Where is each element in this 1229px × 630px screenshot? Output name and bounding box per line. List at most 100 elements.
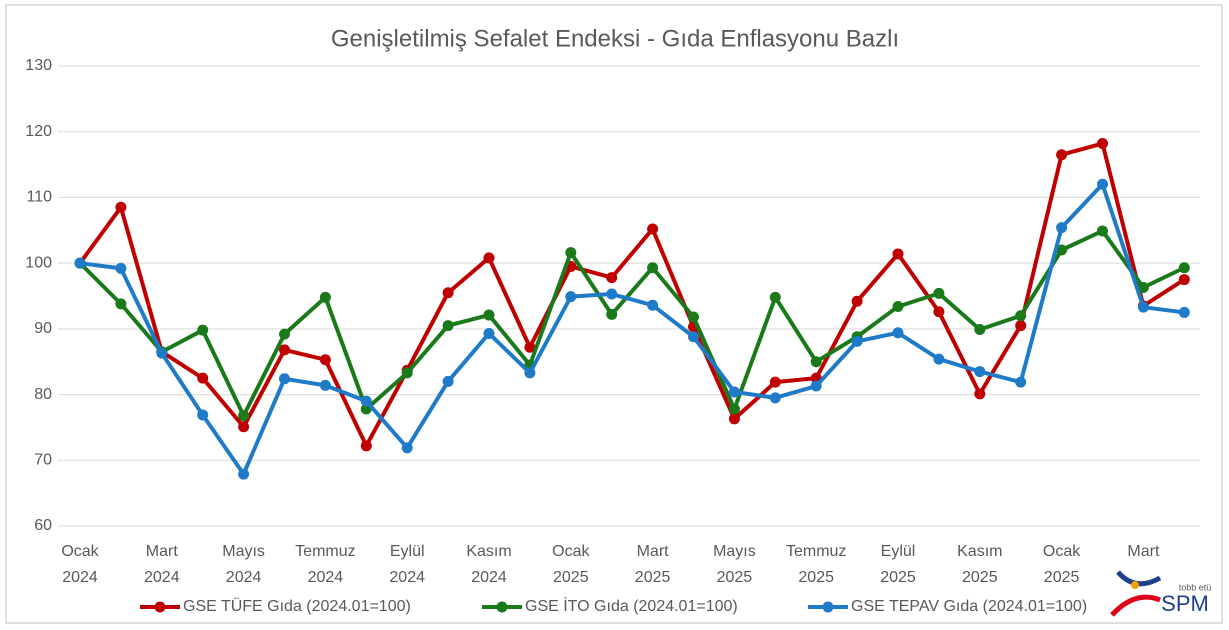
data-point	[524, 367, 536, 379]
data-point	[810, 380, 822, 392]
legend-marker	[496, 601, 508, 613]
data-point	[688, 331, 699, 343]
data-point	[156, 347, 168, 359]
data-point	[1015, 376, 1027, 388]
data-point	[565, 291, 577, 303]
y-tick-label: 70	[34, 452, 52, 469]
data-point	[1178, 274, 1190, 286]
data-point	[401, 367, 413, 379]
data-point	[360, 440, 372, 452]
data-point	[115, 262, 127, 274]
data-point	[1097, 178, 1108, 190]
x-tick-label: Mayıs 2025	[713, 543, 756, 586]
x-tick-label: Ocak 2025	[552, 543, 590, 586]
logo-text: SPM	[1161, 591, 1209, 616]
y-tick-label: 120	[25, 123, 52, 140]
data-point	[647, 299, 659, 311]
data-point	[197, 324, 209, 336]
data-point	[769, 392, 781, 404]
data-point	[1137, 281, 1149, 293]
data-point	[238, 421, 250, 433]
data-point	[483, 252, 495, 264]
legend-item: GSE TEPAV Gıda (2024.01=100)	[808, 598, 1087, 615]
data-point	[851, 335, 863, 347]
data-point	[892, 301, 904, 313]
data-point	[647, 223, 659, 235]
data-point	[892, 248, 904, 260]
y-tick-label: 130	[25, 57, 52, 74]
x-tick-label: Eylül 2025	[880, 543, 916, 586]
x-tick-label: Mart	[1127, 543, 1160, 560]
y-tick-label: 80	[34, 386, 52, 403]
x-tick-label: Mayıs 2024	[222, 543, 265, 586]
data-point	[728, 386, 740, 398]
legend-item: GSE İTO Gıda (2024.01=100)	[482, 596, 738, 615]
y-tick-label: 90	[34, 320, 52, 337]
data-point	[401, 442, 413, 454]
data-point	[1137, 301, 1149, 313]
data-point	[524, 341, 536, 353]
data-point	[647, 262, 659, 274]
data-point	[1015, 320, 1027, 332]
data-point	[319, 291, 331, 303]
x-tick-label: Ocak 2025	[1043, 543, 1081, 586]
data-point	[238, 468, 250, 480]
logo-dot	[1131, 581, 1139, 589]
x-tick-label: Kasım 2024	[466, 543, 511, 586]
x-tick-label: Mart 2024	[144, 543, 180, 586]
data-point	[606, 288, 618, 300]
data-point	[197, 372, 209, 384]
data-point	[1097, 138, 1108, 150]
data-point	[1056, 222, 1068, 234]
series-line	[78, 228, 1186, 418]
data-point	[483, 327, 495, 339]
data-point	[933, 306, 945, 318]
data-point	[442, 287, 454, 299]
data-point	[442, 375, 454, 387]
data-point	[1015, 310, 1027, 322]
data-point	[197, 409, 209, 421]
x-tick-label: Eylül 2024	[389, 543, 425, 586]
data-point	[115, 298, 127, 310]
data-point	[1178, 262, 1190, 274]
legend-item: GSE TÜFE Gıda (2024.01=100)	[140, 597, 411, 615]
data-point	[974, 324, 986, 336]
legend-label: GSE TEPAV Gıda (2024.01=100)	[851, 598, 1087, 615]
data-point	[728, 413, 740, 425]
data-point	[810, 356, 822, 368]
legend-marker	[154, 601, 166, 613]
data-point	[1056, 149, 1068, 161]
logo-swoosh	[1110, 594, 1161, 617]
data-point	[933, 287, 945, 299]
data-point	[319, 379, 331, 391]
data-point	[851, 295, 863, 307]
data-point	[974, 388, 986, 400]
data-point	[279, 328, 290, 340]
data-point	[1178, 306, 1190, 318]
data-point	[360, 395, 372, 407]
data-point	[74, 257, 86, 269]
x-tick-label: Temmuz 2025	[786, 543, 846, 586]
data-point	[769, 291, 781, 303]
series-line	[78, 141, 1186, 448]
data-point	[1056, 244, 1068, 256]
legend-label: GSE İTO Gıda (2024.01=100)	[525, 596, 738, 615]
series-line	[79, 182, 1185, 477]
data-point	[606, 308, 618, 320]
data-point	[892, 327, 904, 339]
data-point	[238, 410, 250, 422]
data-point	[606, 272, 618, 284]
data-point	[442, 320, 454, 332]
x-tick-label: Kasım 2025	[957, 543, 1002, 586]
data-point	[728, 403, 740, 415]
y-tick-label: 110	[26, 189, 52, 206]
data-point	[688, 311, 699, 323]
data-point	[769, 376, 781, 388]
data-point	[115, 201, 127, 213]
chart-title: Genişletilmiş Sefalet Endeksi - Gıda Enf…	[331, 25, 899, 52]
y-tick-label: 100	[25, 254, 52, 271]
data-point	[565, 247, 577, 259]
data-point	[483, 309, 495, 321]
data-point	[933, 353, 945, 365]
